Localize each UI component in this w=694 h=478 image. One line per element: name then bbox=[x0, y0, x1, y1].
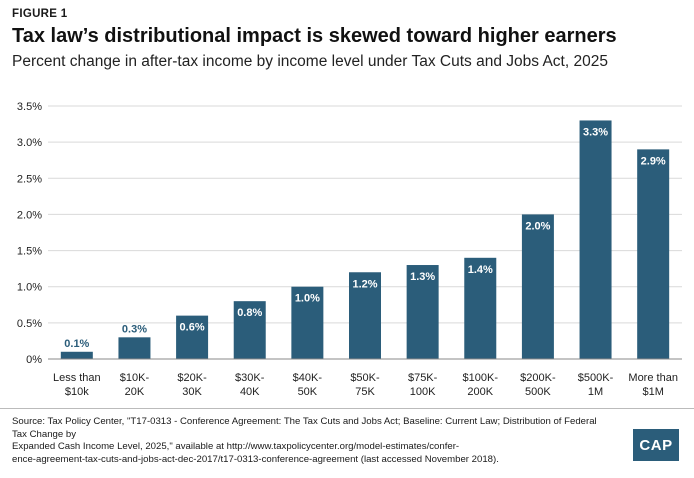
x-tick-label: $500K- bbox=[578, 372, 614, 384]
y-tick-label: 3.0% bbox=[17, 137, 42, 149]
data-label: 0.1% bbox=[64, 338, 89, 350]
data-label: 1.3% bbox=[410, 271, 435, 283]
x-tick-label: $200K- bbox=[520, 372, 556, 384]
x-tick-label: 75K bbox=[355, 386, 375, 398]
x-tick-label: 1M bbox=[588, 386, 603, 398]
chart-subtitle: Percent change in after-tax income by in… bbox=[12, 53, 608, 70]
bar-chart: 0% 0.5% 1.0% 1.5% 2.0% 2.5% 3.0% 3.5% 0.1% Less t… bbox=[17, 101, 682, 398]
data-label: 3.3% bbox=[583, 126, 608, 138]
x-tick-label: $30K- bbox=[235, 372, 265, 384]
x-tick-label: $1M bbox=[642, 386, 663, 398]
x-tick-label: 200K bbox=[467, 386, 493, 398]
figure-label: FIGURE 1 bbox=[12, 8, 68, 20]
data-label: 1.2% bbox=[352, 278, 377, 290]
chart-title: Tax law’s distributional impact is skewe… bbox=[12, 25, 617, 47]
y-tick-label: 3.5% bbox=[17, 101, 42, 113]
y-tick-label: 2.5% bbox=[17, 173, 42, 185]
x-tick-label: $40K- bbox=[293, 372, 323, 384]
cap-logo: CAP bbox=[633, 429, 679, 461]
bar bbox=[60, 351, 93, 359]
y-tick-label: 0% bbox=[26, 354, 42, 366]
x-tick-label: Less than bbox=[53, 372, 101, 384]
y-tick-label: 1.0% bbox=[17, 282, 42, 294]
x-tick-label: 30K bbox=[182, 386, 202, 398]
source-line: Expanded Cash Income Level, 2025," avail… bbox=[12, 441, 460, 452]
bar bbox=[406, 265, 439, 359]
x-tick-label: $20K- bbox=[177, 372, 207, 384]
bar bbox=[637, 149, 670, 359]
bar bbox=[464, 257, 497, 359]
data-label: 1.0% bbox=[295, 293, 320, 305]
y-tick-label: 0.5% bbox=[17, 318, 42, 330]
bar bbox=[118, 337, 151, 359]
x-tick-label: 50K bbox=[298, 386, 318, 398]
footer-divider bbox=[0, 408, 694, 409]
x-tick-label: $10k bbox=[65, 386, 89, 398]
source-line: ence-agreement-tax-cuts-and-jobs-act-dec… bbox=[12, 453, 499, 465]
x-tick-label: 20K bbox=[125, 386, 145, 398]
data-label: 1.4% bbox=[468, 264, 493, 276]
x-tick-label: 40K bbox=[240, 386, 260, 398]
x-tick-label: $75K- bbox=[408, 372, 438, 384]
data-label: 0.6% bbox=[180, 322, 205, 334]
source-line: Source: Tax Policy Center, "T17-0313 - C… bbox=[12, 416, 597, 440]
x-tick-label: 500K bbox=[525, 386, 551, 398]
source-note: Source: Tax Policy Center, "T17-0313 - C… bbox=[12, 416, 612, 466]
bar bbox=[233, 301, 266, 359]
y-tick-label: 1.5% bbox=[17, 246, 42, 258]
x-tick-label: More than bbox=[628, 372, 678, 384]
bar bbox=[176, 315, 209, 359]
data-label: 0.3% bbox=[122, 323, 147, 335]
data-label: 0.8% bbox=[237, 307, 262, 319]
x-tick-label: $100K- bbox=[463, 372, 499, 384]
bar bbox=[579, 120, 612, 359]
x-tick-label: 100K bbox=[410, 386, 436, 398]
y-tick-label: 2.0% bbox=[17, 209, 42, 221]
x-tick-label: $10K- bbox=[120, 372, 150, 384]
data-label: 2.9% bbox=[641, 155, 666, 167]
bar bbox=[349, 272, 381, 359]
data-label: 2.0% bbox=[525, 220, 550, 232]
bar bbox=[521, 214, 554, 359]
x-tick-label: $50K- bbox=[350, 372, 380, 384]
bar bbox=[291, 286, 324, 359]
